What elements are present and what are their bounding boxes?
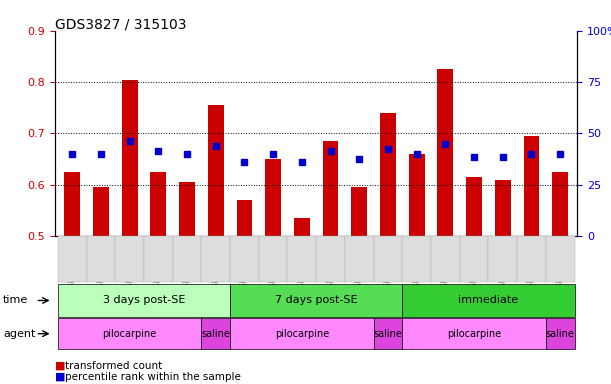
Text: saline: saline: [201, 329, 230, 339]
Bar: [380, 113, 396, 236]
Bar: [150, 172, 166, 236]
Text: agent: agent: [3, 329, 35, 339]
Text: 3 days post-SE: 3 days post-SE: [103, 295, 185, 306]
Text: ■: ■: [55, 361, 65, 371]
Bar: [93, 187, 109, 236]
Text: 7 days post-SE: 7 days post-SE: [275, 295, 357, 306]
Text: saline: saline: [546, 329, 574, 339]
Text: GDS3827 / 315103: GDS3827 / 315103: [55, 17, 186, 31]
Bar: [122, 79, 137, 236]
Bar: [524, 136, 540, 236]
Text: ■: ■: [55, 372, 65, 382]
Text: transformed count: transformed count: [65, 361, 163, 371]
Bar: [437, 69, 453, 236]
Bar: [351, 187, 367, 236]
Bar: [409, 154, 425, 236]
Text: immediate: immediate: [458, 295, 519, 306]
Text: pilocarpine: pilocarpine: [275, 329, 329, 339]
Bar: [64, 172, 80, 236]
Text: saline: saline: [373, 329, 403, 339]
Text: percentile rank within the sample: percentile rank within the sample: [65, 372, 241, 382]
Bar: [294, 218, 310, 236]
Bar: [179, 182, 195, 236]
Text: time: time: [3, 295, 28, 306]
Bar: [552, 172, 568, 236]
Text: pilocarpine: pilocarpine: [447, 329, 501, 339]
Bar: [323, 141, 338, 236]
Bar: [265, 159, 281, 236]
Bar: [236, 200, 252, 236]
Bar: [208, 105, 224, 236]
Text: pilocarpine: pilocarpine: [103, 329, 157, 339]
Bar: [495, 180, 511, 236]
Bar: [466, 177, 482, 236]
